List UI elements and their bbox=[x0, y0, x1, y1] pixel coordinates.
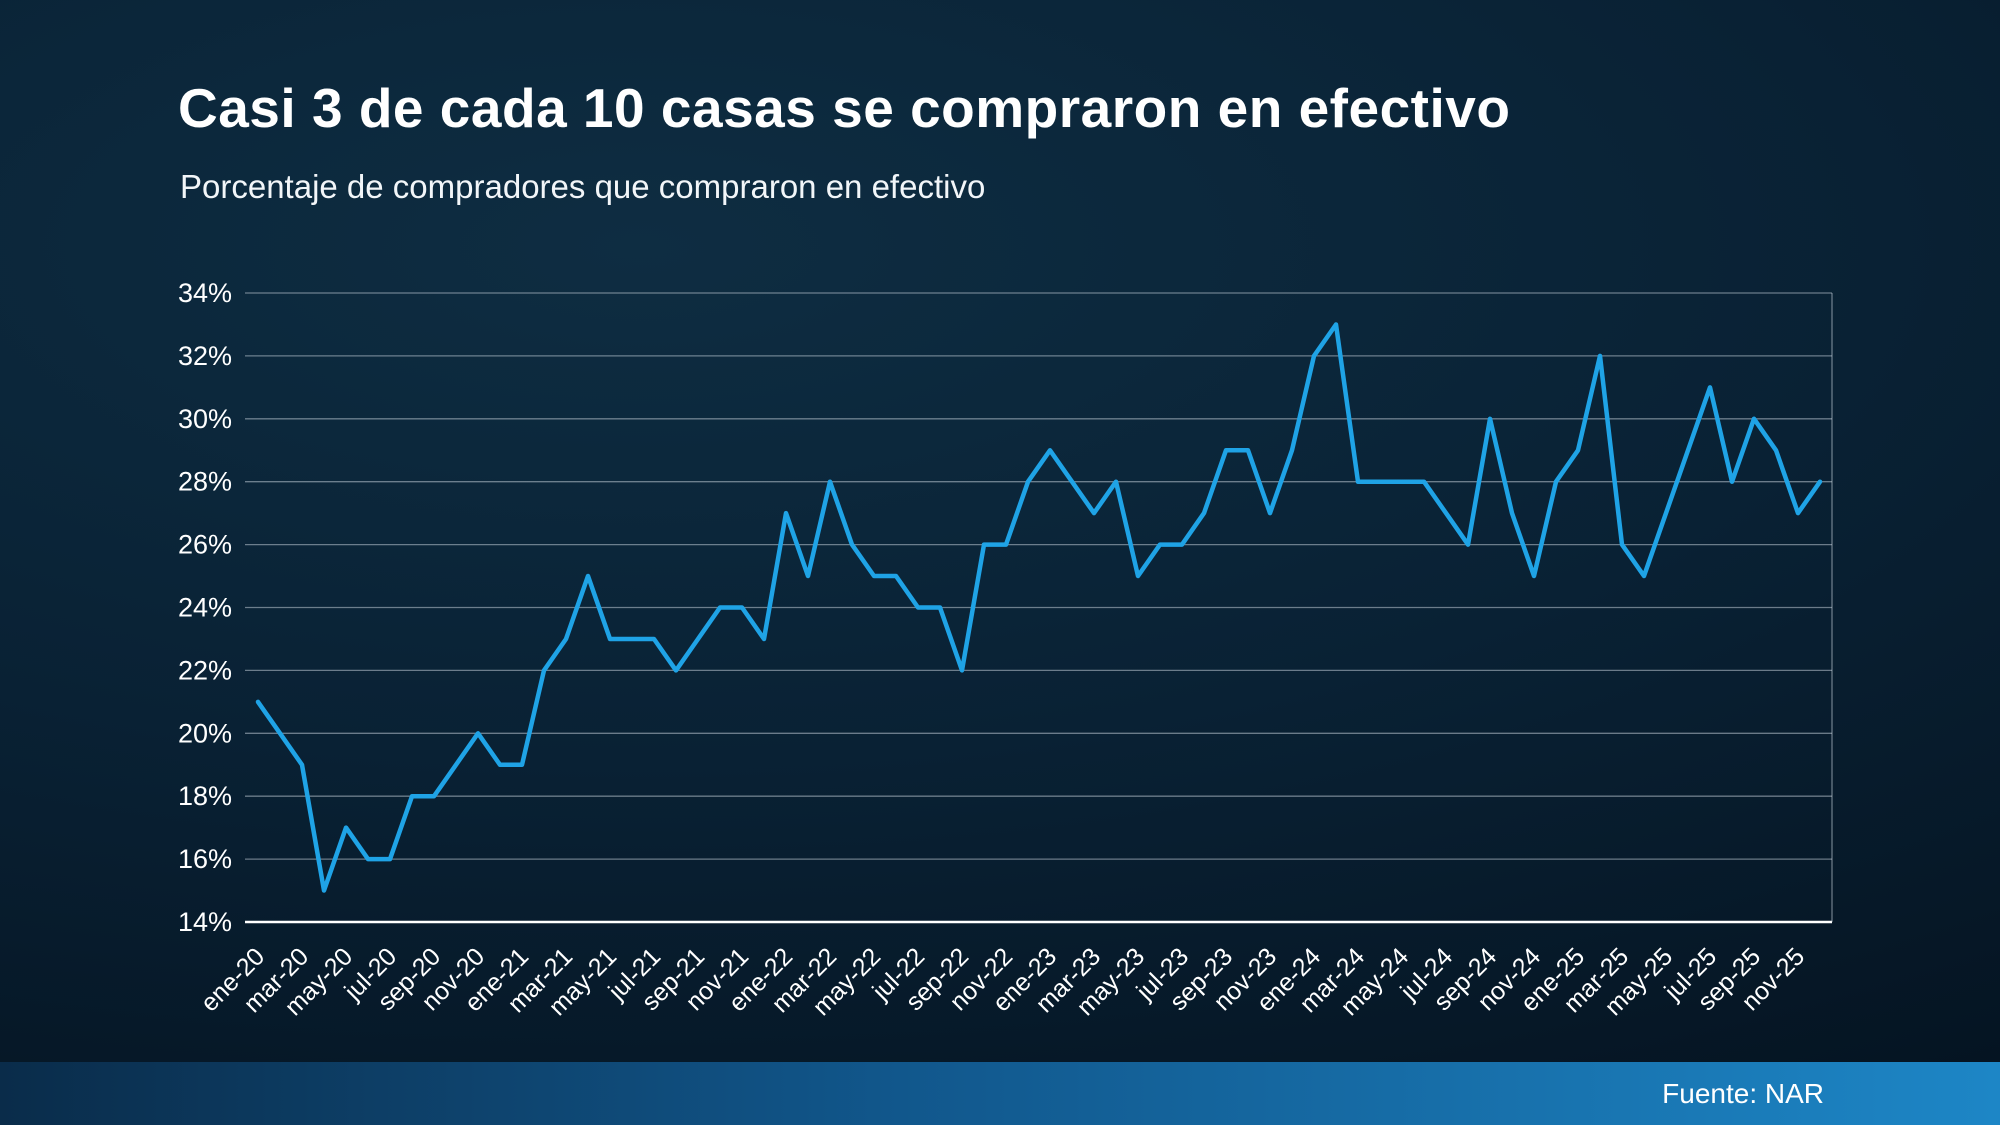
y-axis-label: 14% bbox=[178, 907, 232, 937]
page-title: Casi 3 de cada 10 casas se compraron en … bbox=[178, 77, 1511, 139]
y-axis-label: 30% bbox=[178, 404, 232, 434]
source-label: Fuente: NAR bbox=[1662, 1078, 1824, 1109]
y-axis-label: 22% bbox=[178, 655, 232, 685]
y-axis-label: 18% bbox=[178, 781, 232, 811]
y-axis-label: 24% bbox=[178, 593, 232, 623]
page-subtitle: Porcentaje de compradores que compraron … bbox=[180, 168, 986, 205]
cash-share-line bbox=[255, 322, 1823, 893]
y-axis-label: 26% bbox=[178, 530, 232, 560]
footer-bar: Fuente: NAR bbox=[0, 1062, 2000, 1125]
y-axis-label: 34% bbox=[178, 278, 232, 308]
y-axis-label: 20% bbox=[178, 718, 232, 748]
y-axis-label: 32% bbox=[178, 341, 232, 371]
y-axis-label: 16% bbox=[178, 844, 232, 874]
y-axis-label: 28% bbox=[178, 467, 232, 497]
